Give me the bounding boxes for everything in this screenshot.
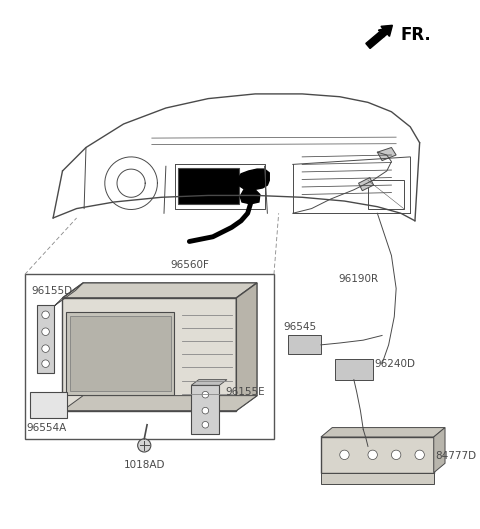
- Circle shape: [42, 311, 49, 318]
- Polygon shape: [62, 396, 257, 411]
- Text: 96545: 96545: [283, 322, 316, 332]
- Polygon shape: [321, 427, 445, 437]
- Circle shape: [340, 450, 349, 460]
- Bar: [25, 275, 274, 439]
- Circle shape: [415, 450, 424, 460]
- Bar: [288, 335, 321, 354]
- Text: 96240D: 96240D: [374, 359, 416, 369]
- Text: 96155E: 96155E: [225, 387, 264, 397]
- Polygon shape: [240, 190, 260, 204]
- Circle shape: [42, 360, 49, 368]
- Polygon shape: [236, 283, 257, 411]
- Circle shape: [392, 450, 401, 460]
- Polygon shape: [191, 380, 227, 385]
- Text: 96155D: 96155D: [32, 286, 72, 296]
- Polygon shape: [359, 178, 373, 191]
- Polygon shape: [434, 427, 445, 473]
- Text: 84777D: 84777D: [436, 451, 477, 461]
- Circle shape: [42, 345, 49, 352]
- Text: 96560F: 96560F: [170, 260, 209, 270]
- Circle shape: [42, 328, 49, 335]
- Circle shape: [138, 439, 151, 452]
- Polygon shape: [62, 283, 257, 298]
- Bar: [30, 392, 67, 418]
- FancyArrow shape: [366, 25, 392, 49]
- Bar: [321, 473, 434, 484]
- Text: 96554A: 96554A: [27, 423, 67, 433]
- Bar: [368, 180, 404, 208]
- Text: FR.: FR.: [401, 26, 432, 44]
- Text: 96190R: 96190R: [338, 274, 378, 284]
- Polygon shape: [377, 148, 396, 161]
- Bar: [321, 437, 434, 473]
- Bar: [191, 385, 219, 434]
- Polygon shape: [238, 169, 269, 190]
- Bar: [66, 312, 174, 395]
- Bar: [62, 298, 236, 411]
- Bar: [70, 316, 170, 391]
- Circle shape: [202, 391, 209, 398]
- Bar: [37, 305, 54, 373]
- Text: 1018AD: 1018AD: [123, 460, 165, 470]
- Circle shape: [202, 407, 209, 414]
- Circle shape: [202, 422, 209, 428]
- Circle shape: [368, 450, 377, 460]
- Bar: [178, 168, 239, 204]
- Bar: [335, 359, 372, 380]
